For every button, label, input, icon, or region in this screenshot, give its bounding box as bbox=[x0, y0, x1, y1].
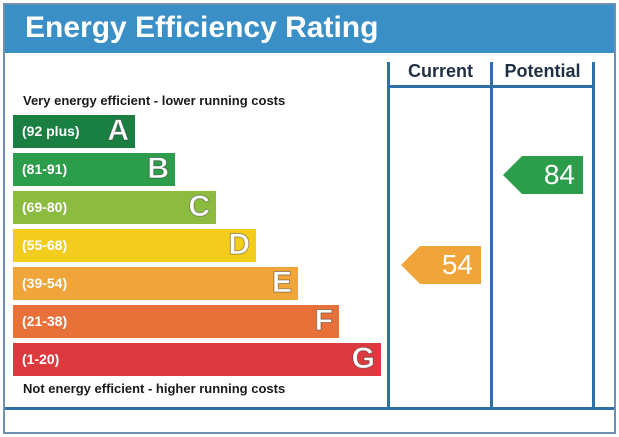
band-range-label: (55-68) bbox=[22, 237, 68, 253]
band-a: (92 plus) A bbox=[13, 114, 135, 148]
title-bar: Energy Efficiency Rating bbox=[5, 5, 614, 53]
band-letter: E bbox=[271, 266, 292, 300]
header-underline bbox=[387, 85, 595, 88]
current-rating-arrow: 54 bbox=[401, 246, 481, 284]
current-column-header: Current bbox=[407, 61, 473, 81]
band-letter: G bbox=[351, 342, 375, 376]
current-arrow-shape bbox=[401, 246, 481, 284]
band-d: (55-68) D bbox=[13, 228, 256, 262]
band-b: (81-91) B bbox=[13, 152, 175, 186]
band-e: (39-54) E bbox=[13, 266, 298, 300]
potential-rating-value: 84 bbox=[543, 159, 575, 190]
band-range-label: (81-91) bbox=[22, 161, 68, 177]
top-caption: Very energy efficient - lower running co… bbox=[23, 93, 286, 108]
band-c: (69-80) C bbox=[13, 190, 216, 224]
column-divider-left bbox=[387, 62, 390, 407]
band-letter: A bbox=[107, 114, 130, 148]
band-range-label: (69-80) bbox=[22, 199, 68, 215]
band-range-label: (92 plus) bbox=[22, 123, 80, 139]
column-divider-middle bbox=[490, 62, 493, 407]
band-letter: C bbox=[188, 190, 211, 224]
potential-column-header: Potential bbox=[504, 61, 581, 81]
band-g: (1-20) G bbox=[13, 342, 381, 376]
band-letter: F bbox=[314, 304, 333, 338]
band-letter: B bbox=[147, 152, 170, 186]
band-f: (21-38) F bbox=[13, 304, 339, 338]
band-letter: D bbox=[228, 228, 251, 262]
current-rating-value: 54 bbox=[441, 249, 473, 280]
potential-arrow-shape bbox=[503, 156, 583, 194]
bottom-caption: Not energy efficient - higher running co… bbox=[23, 381, 286, 396]
chart-title: Energy Efficiency Rating bbox=[25, 11, 379, 44]
column-divider-right bbox=[592, 62, 595, 407]
bottom-rule bbox=[5, 407, 614, 410]
potential-rating-arrow: 84 bbox=[503, 156, 583, 194]
band-range-label: (1-20) bbox=[22, 351, 60, 367]
band-range-label: (21-38) bbox=[22, 313, 68, 329]
energy-rating-chart: Energy Efficiency Rating Current Potenti… bbox=[3, 3, 616, 434]
band-range-label: (39-54) bbox=[22, 275, 68, 291]
